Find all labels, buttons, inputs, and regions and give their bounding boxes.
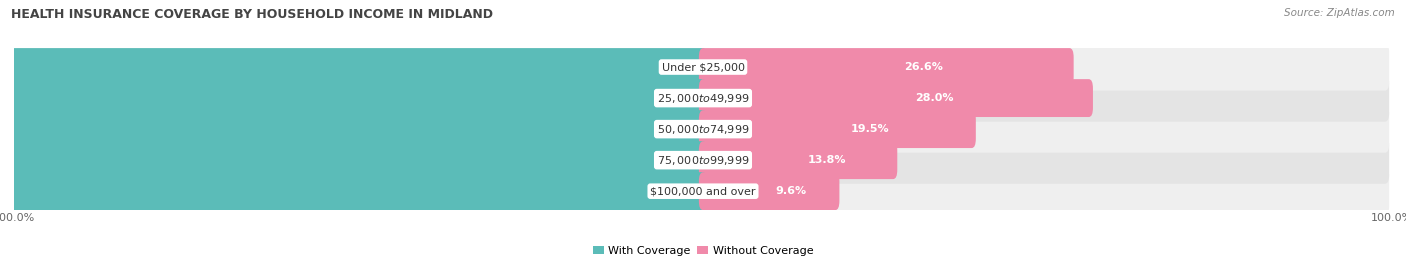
- FancyBboxPatch shape: [17, 168, 1389, 215]
- Text: $50,000 to $74,999: $50,000 to $74,999: [657, 123, 749, 136]
- Text: 28.0%: 28.0%: [915, 93, 953, 103]
- FancyBboxPatch shape: [699, 172, 839, 210]
- FancyBboxPatch shape: [17, 44, 1389, 91]
- FancyBboxPatch shape: [0, 110, 707, 148]
- Text: Under $25,000: Under $25,000: [661, 62, 745, 72]
- FancyBboxPatch shape: [17, 75, 1389, 122]
- Legend: With Coverage, Without Coverage: With Coverage, Without Coverage: [592, 246, 814, 256]
- Text: $25,000 to $49,999: $25,000 to $49,999: [657, 91, 749, 105]
- Text: 13.8%: 13.8%: [807, 155, 846, 165]
- Text: 26.6%: 26.6%: [904, 62, 943, 72]
- FancyBboxPatch shape: [0, 79, 707, 117]
- FancyBboxPatch shape: [17, 137, 1389, 184]
- FancyBboxPatch shape: [699, 141, 897, 179]
- FancyBboxPatch shape: [0, 172, 707, 210]
- FancyBboxPatch shape: [699, 48, 1074, 86]
- FancyBboxPatch shape: [0, 48, 707, 86]
- Text: 9.6%: 9.6%: [776, 186, 807, 196]
- Text: 19.5%: 19.5%: [851, 124, 890, 134]
- FancyBboxPatch shape: [699, 79, 1092, 117]
- FancyBboxPatch shape: [699, 110, 976, 148]
- Text: $100,000 and over: $100,000 and over: [650, 186, 756, 196]
- Text: HEALTH INSURANCE COVERAGE BY HOUSEHOLD INCOME IN MIDLAND: HEALTH INSURANCE COVERAGE BY HOUSEHOLD I…: [11, 8, 494, 21]
- Text: $75,000 to $99,999: $75,000 to $99,999: [657, 154, 749, 167]
- Text: Source: ZipAtlas.com: Source: ZipAtlas.com: [1284, 8, 1395, 18]
- FancyBboxPatch shape: [17, 105, 1389, 153]
- FancyBboxPatch shape: [0, 141, 707, 179]
